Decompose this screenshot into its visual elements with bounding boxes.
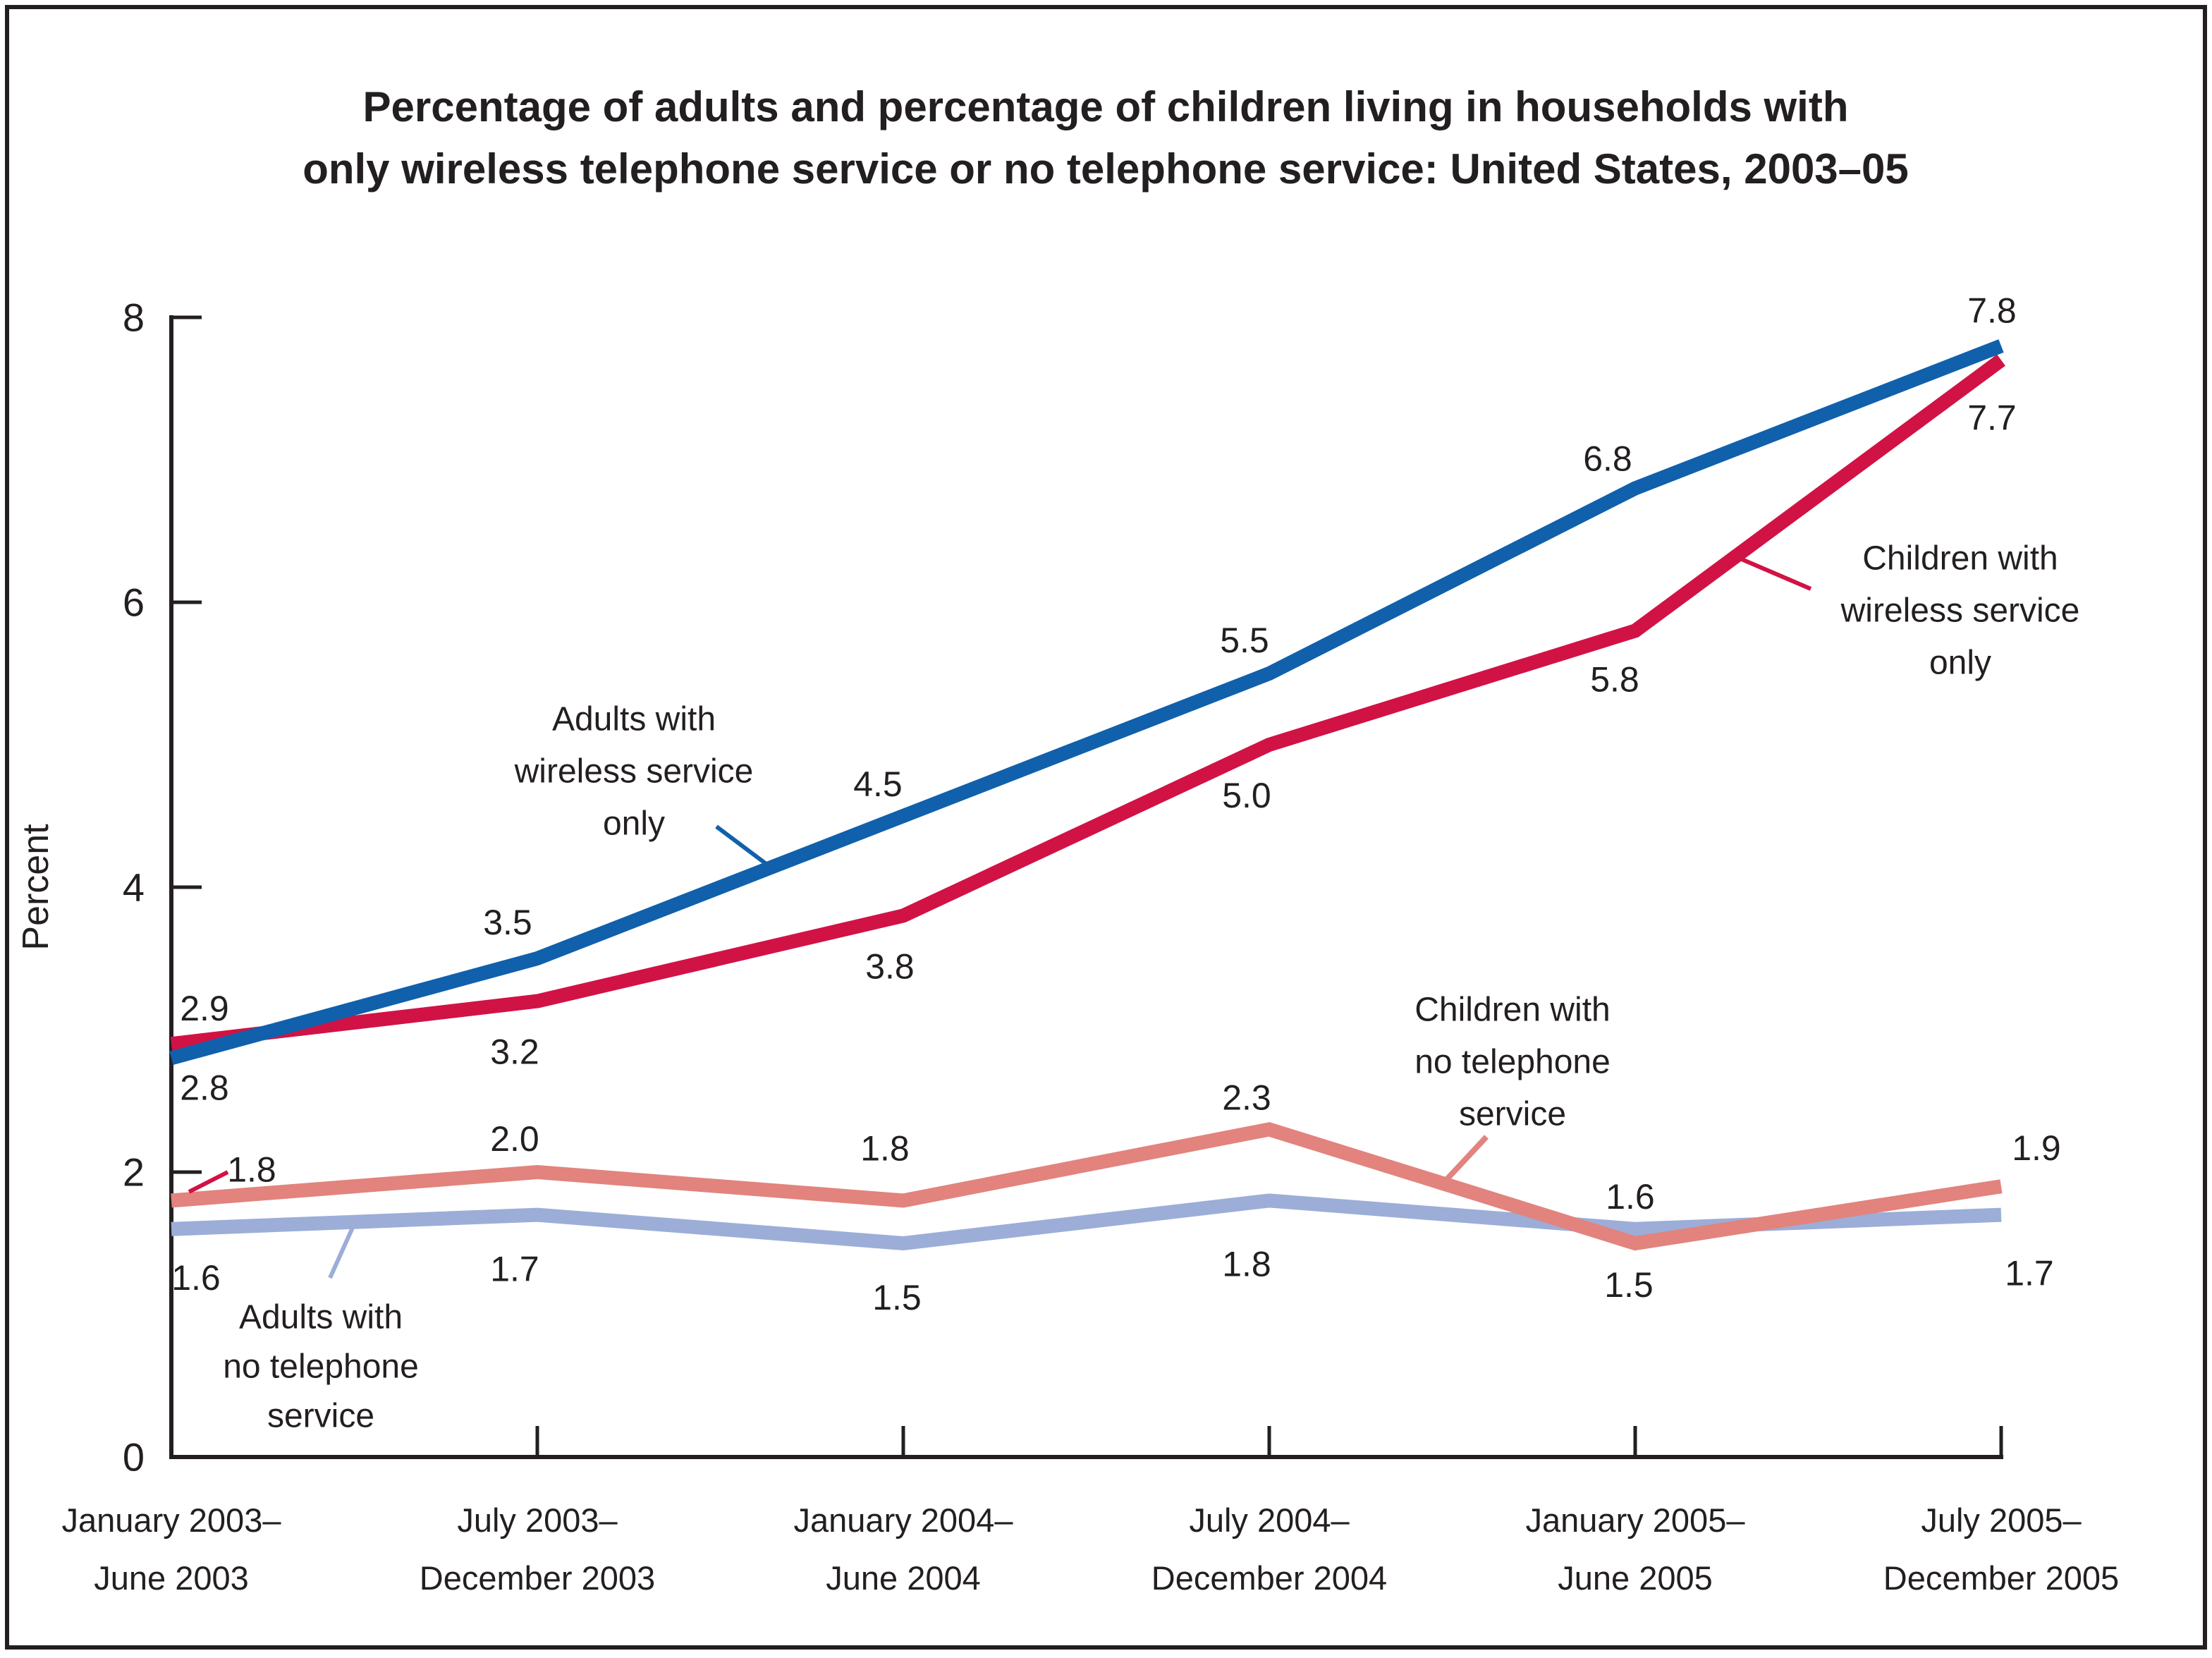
value-label-adults-wireless-only: 7.8	[1967, 291, 2017, 330]
value-label-children-wireless-only: 3.8	[865, 946, 915, 986]
x-axis-category-label: January 2004–	[794, 1501, 1014, 1539]
value-label-children-no-telephone: 2.3	[1222, 1078, 1271, 1117]
leader-line	[1445, 1135, 1489, 1181]
children-wireless-label: Children with	[1862, 540, 2058, 578]
chart-title-line2: only wireless telephone service or no te…	[303, 145, 1909, 193]
y-axis-tick-label: 4	[123, 865, 145, 910]
annotations-layer: Adults with wireless service only Children …	[223, 540, 2079, 1435]
leader-lines-layer	[188, 555, 1812, 1279]
value-label-children-no-telephone: 1.9	[2012, 1128, 2061, 1168]
value-label-adults-wireless-only: 6.8	[1583, 439, 1632, 478]
y-axis-title: Percent	[16, 824, 56, 951]
value-label-children-wireless-only: 7.7	[1967, 398, 2017, 438]
value-label-children-no-telephone: 1.8	[227, 1150, 276, 1189]
leader-line	[328, 1220, 358, 1279]
y-axis-tick-label: 8	[123, 295, 145, 340]
value-labels-layer: 2.8 3.5 4.5 5.5 6.8 7.8 2.9 3.2 3.8 5.0 5.8 7.7 1.8 2…	[171, 291, 2061, 1317]
value-label-adults-no-telephone: 1.7	[490, 1250, 539, 1289]
x-axis-category-label: July 2003–	[457, 1501, 618, 1539]
adults-no-telephone-label: no telephone	[223, 1348, 419, 1386]
children-no-telephone-label: Children with	[1414, 992, 1610, 1029]
value-label-children-wireless-only: 5.8	[1590, 659, 1639, 699]
leader-line	[715, 824, 774, 871]
value-label-adults-no-telephone: 1.5	[872, 1278, 922, 1317]
value-label-children-wireless-only: 2.9	[180, 989, 229, 1028]
axes-layer: 0 2 4 6 8 January 2003– June 2003 July 2003– Dec…	[62, 295, 2120, 1597]
adults-wireless-label: only	[603, 805, 665, 843]
value-label-children-no-telephone: 2.0	[490, 1119, 539, 1159]
adults-no-telephone-label: service	[267, 1398, 374, 1435]
x-axis-category-label: December 2003	[420, 1559, 655, 1597]
value-label-adults-no-telephone: 1.8	[1222, 1244, 1271, 1284]
adults-wireless-label: wireless service	[514, 753, 754, 791]
value-label-adults-no-telephone: 1.6	[171, 1258, 221, 1298]
x-axis-category-label: July 2005–	[1921, 1501, 2082, 1539]
children-wireless-label: wireless service	[1840, 592, 2080, 630]
x-axis-category-label: July 2004–	[1189, 1501, 1350, 1539]
series-layer	[169, 339, 2005, 1251]
x-axis-category-label: June 2003	[94, 1559, 249, 1597]
adults-wireless-label: Adults with	[552, 701, 716, 738]
children-no-telephone-label: service	[1459, 1096, 1566, 1133]
adults-no-telephone-label: Adults with	[239, 1299, 403, 1336]
x-axis-category-label: June 2004	[826, 1559, 981, 1597]
x-axis-category-label: December 2004	[1151, 1559, 1387, 1597]
series-line-children-wireless-only	[170, 354, 2005, 1052]
value-label-children-no-telephone: 1.5	[1604, 1265, 1654, 1305]
leader-line	[188, 1170, 229, 1194]
x-axis-category-label: December 2005	[1883, 1559, 2119, 1597]
value-label-children-no-telephone: 1.8	[860, 1128, 910, 1168]
children-no-telephone-label: no telephone	[1414, 1044, 1611, 1081]
y-axis-tick-label: 2	[123, 1150, 145, 1195]
value-label-adults-wireless-only: 4.5	[853, 764, 903, 804]
value-label-adults-no-telephone: 1.7	[2005, 1254, 2054, 1293]
value-label-children-wireless-only: 3.2	[490, 1032, 539, 1072]
outer-frame-border	[5, 5, 2207, 1650]
value-label-adults-no-telephone: 1.6	[1606, 1177, 1655, 1217]
chart-title-line1: Percentage of adults and percentage of c…	[363, 83, 1849, 130]
series-line-children-no-telephone	[171, 1122, 2003, 1251]
x-axis-category-label: January 2005–	[1526, 1501, 1746, 1539]
value-label-adults-wireless-only: 2.8	[180, 1068, 229, 1107]
y-axis-tick-label: 6	[123, 580, 145, 625]
x-axis-category-label: June 2005	[1558, 1559, 1713, 1597]
x-axis-category-label: January 2003–	[62, 1501, 282, 1539]
y-axis-tick-label: 0	[123, 1435, 145, 1480]
children-wireless-label: only	[1929, 645, 1991, 682]
leader-line	[1735, 555, 1812, 591]
value-label-adults-wireless-only: 5.5	[1220, 621, 1269, 660]
series-line-adults-wireless-only	[169, 339, 2004, 1066]
value-label-adults-wireless-only: 3.5	[483, 903, 532, 942]
value-label-children-wireless-only: 5.0	[1222, 776, 1271, 815]
